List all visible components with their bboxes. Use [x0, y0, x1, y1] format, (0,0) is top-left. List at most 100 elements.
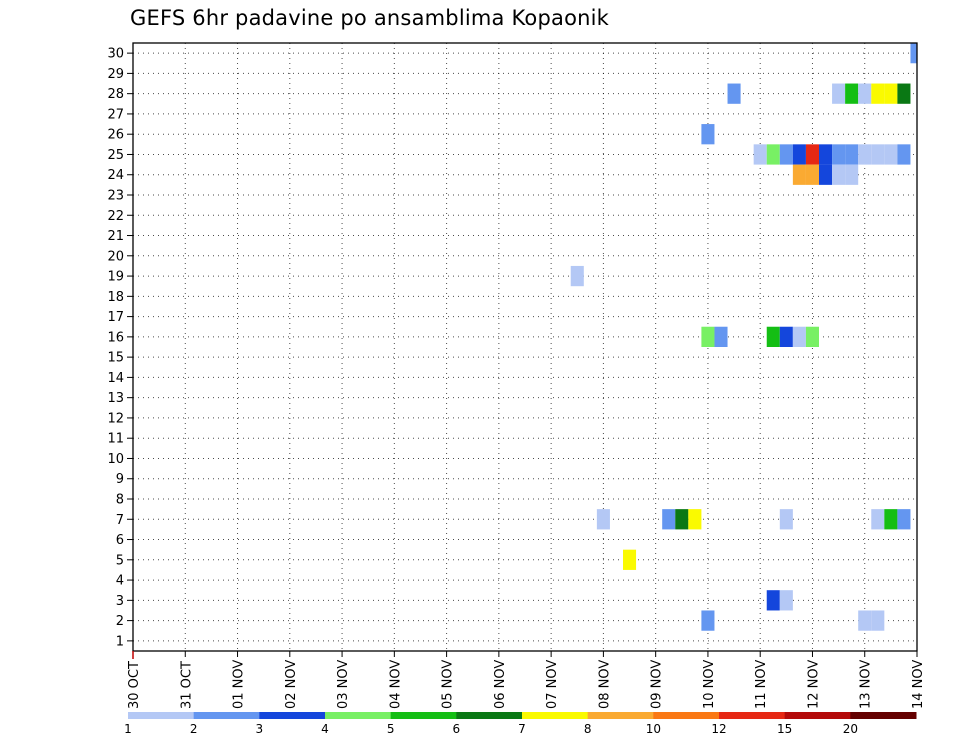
y-tick-label: 28 [107, 87, 124, 102]
y-tick-label: 30 [107, 47, 124, 62]
data-cell [792, 326, 806, 347]
data-cell [623, 549, 637, 570]
data-cell [805, 144, 819, 165]
y-tick-label: 21 [107, 229, 124, 244]
data-cell [832, 144, 846, 165]
data-cell [897, 144, 911, 165]
colorbar-label: 5 [387, 722, 395, 736]
data-cell [884, 509, 898, 530]
data-cell [845, 164, 859, 185]
data-cell [832, 164, 846, 185]
data-cell [753, 144, 767, 165]
colorbar-swatch [719, 712, 786, 719]
colorbar-swatch [390, 712, 457, 719]
colorbar-label: 12 [711, 722, 726, 736]
data-cell [845, 144, 859, 165]
data-cell [779, 509, 793, 530]
data-cell [871, 144, 885, 165]
x-tick-label: 04 NOV [388, 660, 403, 709]
data-cell [884, 144, 898, 165]
grid-lines [133, 43, 917, 651]
y-tick-label: 1 [116, 634, 124, 649]
data-cell [819, 144, 833, 165]
data-cell [688, 509, 702, 530]
y-tick-label: 22 [107, 209, 124, 224]
y-tick-label: 23 [107, 189, 124, 204]
data-cell [910, 43, 917, 64]
y-tick-label: 17 [107, 310, 124, 325]
x-tick-label: 02 NOV [284, 660, 299, 709]
x-axis: 30 OCT 31 OCT 01 NOV 02 NOV 03 NOV 04 NOV 05 N… [127, 651, 926, 709]
data-cell [858, 610, 872, 631]
data-cell [819, 164, 833, 185]
x-tick-label: 09 NOV [650, 660, 665, 709]
data-cell [805, 326, 819, 347]
y-tick-label: 10 [107, 452, 124, 467]
y-axis: 1234567891011121314151617181920212223242… [107, 47, 133, 649]
x-tick-label: 06 NOV [493, 660, 508, 709]
colorbar-swatch [653, 712, 720, 719]
y-tick-label: 3 [116, 594, 124, 609]
colorbar-label: 20 [843, 722, 858, 736]
colorbar-label: 8 [584, 722, 592, 736]
chart-title: GEFS 6hr padavine po ansamblima Kopaonik [130, 6, 610, 30]
data-cell [701, 124, 715, 145]
y-tick-label: 25 [107, 148, 124, 163]
y-tick-label: 29 [107, 67, 124, 82]
data-cell [805, 164, 819, 185]
data-cell [897, 509, 911, 530]
colorbar-swatch [522, 712, 589, 719]
plot-frame [132, 42, 918, 652]
data-cell [766, 326, 780, 347]
y-tick-label: 11 [107, 432, 124, 447]
y-tick-label: 9 [116, 472, 124, 487]
data-cell [662, 509, 676, 530]
x-tick-label: 05 NOV [441, 660, 456, 709]
y-tick-label: 15 [107, 351, 124, 366]
data-cell [727, 83, 741, 104]
colorbar-swatch [850, 712, 917, 719]
colorbar-label: 3 [256, 722, 264, 736]
data-cell [858, 83, 872, 104]
colorbar-swatch [193, 712, 260, 719]
x-tick-label: 31 OCT [179, 661, 194, 709]
data-cells [570, 43, 917, 631]
y-tick-label: 20 [107, 249, 124, 264]
x-tick-label: 03 NOV [336, 660, 351, 709]
colorbar-label: 4 [321, 722, 329, 736]
colorbar-swatch [784, 712, 851, 719]
data-cell [766, 144, 780, 165]
data-cell [779, 590, 793, 611]
x-tick-label: 01 NOV [232, 660, 247, 709]
y-tick-label: 5 [116, 553, 124, 568]
data-cell [779, 144, 793, 165]
data-cell [871, 610, 885, 631]
y-tick-label: 26 [107, 128, 124, 143]
data-cell [779, 326, 793, 347]
data-cell [675, 509, 689, 530]
colorbar-label: 10 [646, 722, 661, 736]
colorbar-label: 2 [190, 722, 198, 736]
data-cell [792, 144, 806, 165]
y-tick-label: 16 [107, 330, 124, 345]
y-tick-label: 6 [116, 533, 124, 548]
colorbar-label: 15 [777, 722, 792, 736]
y-tick-label: 13 [107, 391, 124, 406]
data-cell [701, 610, 715, 631]
data-cell [714, 326, 728, 347]
y-tick-label: 8 [116, 493, 124, 508]
data-cell [871, 83, 885, 104]
colorbar: 1 2 3 4 5 6 7 8 10 12 15 20 [124, 712, 917, 736]
x-tick-label: 30 OCT [127, 661, 142, 709]
data-cell [897, 83, 911, 104]
data-cell [884, 83, 898, 104]
x-tick-label: 10 NOV [702, 660, 717, 709]
data-cell [701, 326, 715, 347]
x-tick-label: 12 NOV [806, 660, 821, 709]
colorbar-swatch [128, 712, 195, 719]
y-tick-label: 24 [107, 168, 124, 183]
data-cell [570, 265, 584, 287]
colorbar-label: 1 [124, 722, 132, 736]
colorbar-swatch [325, 712, 392, 719]
data-cell [766, 590, 780, 611]
